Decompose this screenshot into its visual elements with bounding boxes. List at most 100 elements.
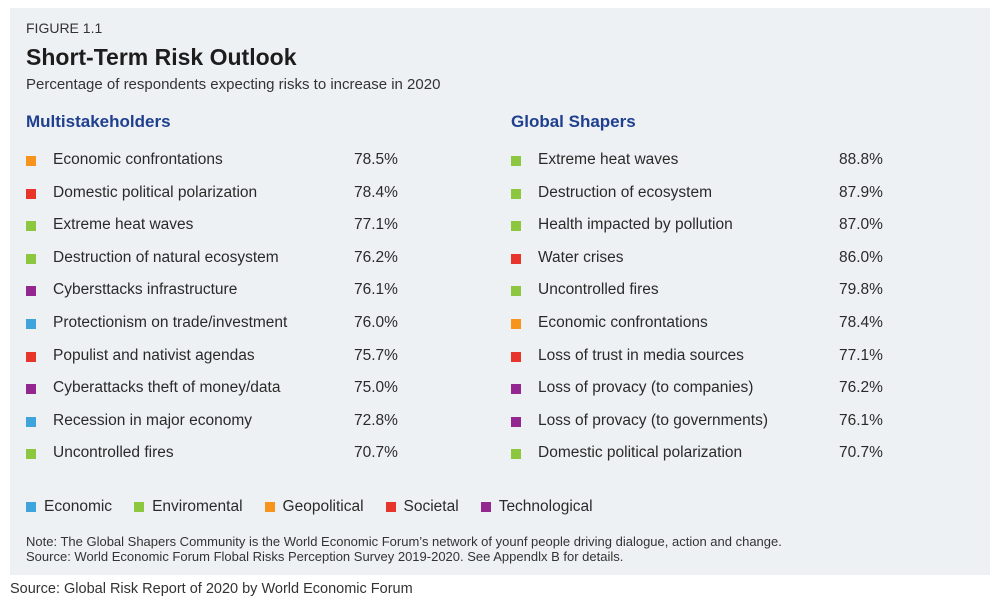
risk-label: Health impacted by pollution: [538, 216, 733, 234]
legend-item: Technological: [480, 498, 593, 516]
category-square-icon: [511, 449, 521, 460]
category-square-icon: [511, 286, 521, 297]
risk-row: Health impacted by pollution 87.0%: [511, 211, 911, 244]
legend-square-icon: [385, 502, 396, 512]
risk-label: Loss of trust in media sources: [538, 346, 744, 364]
risk-value: 76.1%: [839, 411, 883, 429]
risk-value: 77.1%: [839, 346, 883, 364]
risk-row: Domestic political polarization 70.7%: [511, 439, 911, 472]
risk-label: Destruction of natural ecosystem: [53, 248, 279, 266]
legend-label: Geopolitical: [282, 498, 364, 515]
risk-value: 70.7%: [839, 444, 883, 462]
figure-label: FIGURE 1.1: [26, 20, 103, 36]
legend-item: Enviromental: [134, 498, 243, 516]
legend-square-icon: [480, 502, 491, 512]
risk-value: 78.5%: [354, 151, 398, 168]
risk-value: 76.2%: [354, 248, 398, 266]
category-square-icon: [26, 416, 36, 427]
legend-label: Technological: [498, 498, 593, 515]
risk-row: Uncontrolled fires 70.7%: [26, 439, 426, 472]
risk-label: Cybersttacks infrastructure: [53, 281, 238, 299]
risk-value: 78.4%: [354, 183, 398, 201]
risk-label: Cyberattacks theft of money/data: [53, 379, 281, 397]
risk-label: Uncontrolled fires: [53, 444, 174, 462]
risk-row: Economic confrontations 78.5%: [26, 146, 426, 179]
legend-item: Geopolitical: [264, 498, 364, 516]
risk-value: 70.7%: [354, 444, 398, 462]
risk-label: Protectionism on trade/investment: [53, 313, 288, 331]
legend-item: Societal: [385, 498, 459, 516]
category-square-icon: [511, 156, 521, 166]
risk-label: Economic confrontations: [53, 151, 223, 168]
category-square-icon: [26, 449, 36, 460]
risk-label: Populist and nativist agendas: [53, 346, 255, 364]
risk-label: Water crises: [538, 248, 624, 266]
risk-value: 86.0%: [839, 248, 883, 266]
risk-value: 88.8%: [839, 151, 883, 168]
legend-label: Economic: [44, 498, 113, 515]
category-square-icon: [26, 221, 36, 232]
risk-row: Extreme heat waves 88.8%: [511, 146, 911, 179]
category-square-icon: [26, 156, 36, 166]
risk-label: Extreme heat waves: [538, 151, 679, 168]
category-square-icon: [26, 286, 36, 297]
risk-value: 76.0%: [354, 313, 398, 331]
category-square-icon: [511, 384, 521, 395]
risk-label: Recession in major economy: [53, 411, 253, 429]
risk-label: Domestic political polarization: [538, 444, 743, 462]
risk-label: Domestic political polarization: [53, 183, 258, 201]
risk-value: 78.4%: [839, 313, 883, 331]
legend-item: Economic: [26, 498, 112, 516]
legend-label: Societal: [403, 498, 459, 515]
risk-row: Loss of provacy (to governments) 76.1%: [511, 407, 911, 440]
risk-row: Uncontrolled fires 79.8%: [511, 276, 911, 309]
risk-row: Protectionism on trade/investment 76.0%: [26, 309, 426, 342]
risk-row: Extreme heat waves 77.1%: [26, 211, 426, 244]
risk-value: 72.8%: [354, 411, 398, 429]
category-square-icon: [26, 351, 36, 362]
risk-row: Economic confrontations 78.4%: [511, 309, 911, 342]
legend-square-icon: [264, 502, 275, 512]
risk-label: Extreme heat waves: [53, 216, 194, 234]
chart-subtitle: Percentage of respondents expecting risk…: [26, 76, 441, 93]
category-square-icon: [511, 221, 521, 232]
risk-label: Loss of provacy (to companies): [538, 379, 754, 397]
category-square-icon: [26, 253, 36, 264]
note-block: Note: The Global Shapers Community is th…: [26, 534, 782, 564]
image-source-caption: Source: Global Risk Report of 2020 by Wo…: [10, 581, 413, 597]
risk-row: Destruction of natural ecosystem 76.2%: [26, 244, 426, 277]
risk-value: 76.2%: [839, 379, 883, 397]
risk-label: Destruction of ecosystem: [538, 183, 713, 201]
risk-value: 75.7%: [354, 346, 398, 364]
risk-value: 87.9%: [839, 183, 883, 201]
risk-row: Cybersttacks infrastructure 76.1%: [26, 276, 426, 309]
category-square-icon: [511, 253, 521, 264]
note-text: Note: The Global Shapers Community is th…: [26, 534, 782, 549]
group-heading-multistakeholders: Multistakeholders: [26, 112, 171, 131]
category-square-icon: [511, 416, 521, 427]
risk-list-multistakeholders: Economic confrontations 78.5% Domestic pol…: [26, 146, 426, 472]
risk-label: Uncontrolled fires: [538, 281, 659, 299]
risk-row: Cyberattacks theft of money/data 75.0%: [26, 374, 426, 407]
legend-square-icon: [26, 502, 36, 512]
group-heading-global-shapers: Global Shapers: [511, 112, 636, 131]
risk-row: Populist and nativist agendas 75.7%: [26, 342, 426, 375]
legend-label: Enviromental: [152, 498, 243, 515]
risk-value: 75.0%: [354, 379, 398, 397]
risk-label: Loss of provacy (to governments): [538, 411, 769, 429]
category-square-icon: [511, 188, 521, 199]
chart-title: Short-Term Risk Outlook: [26, 44, 297, 70]
risk-row: Domestic political polarization 78.4%: [26, 179, 426, 212]
risk-row: Loss of provacy (to companies) 76.2%: [511, 374, 911, 407]
category-square-icon: [511, 318, 521, 329]
risk-label: Economic confrontations: [538, 313, 708, 331]
category-legend: Economic Enviromental Geopolitical Societal…: [26, 498, 615, 516]
risk-row: Recession in major economy 72.8%: [26, 407, 426, 440]
risk-value: 77.1%: [354, 216, 398, 234]
risk-row: Water crises 86.0%: [511, 244, 911, 277]
risk-list-global-shapers: Extreme heat waves 88.8% Destruction of ec…: [511, 146, 911, 472]
category-square-icon: [26, 384, 36, 395]
category-square-icon: [26, 188, 36, 199]
survey-source-text: Source: World Economic Forum Flobal Risk…: [26, 549, 624, 564]
category-square-icon: [26, 318, 36, 329]
